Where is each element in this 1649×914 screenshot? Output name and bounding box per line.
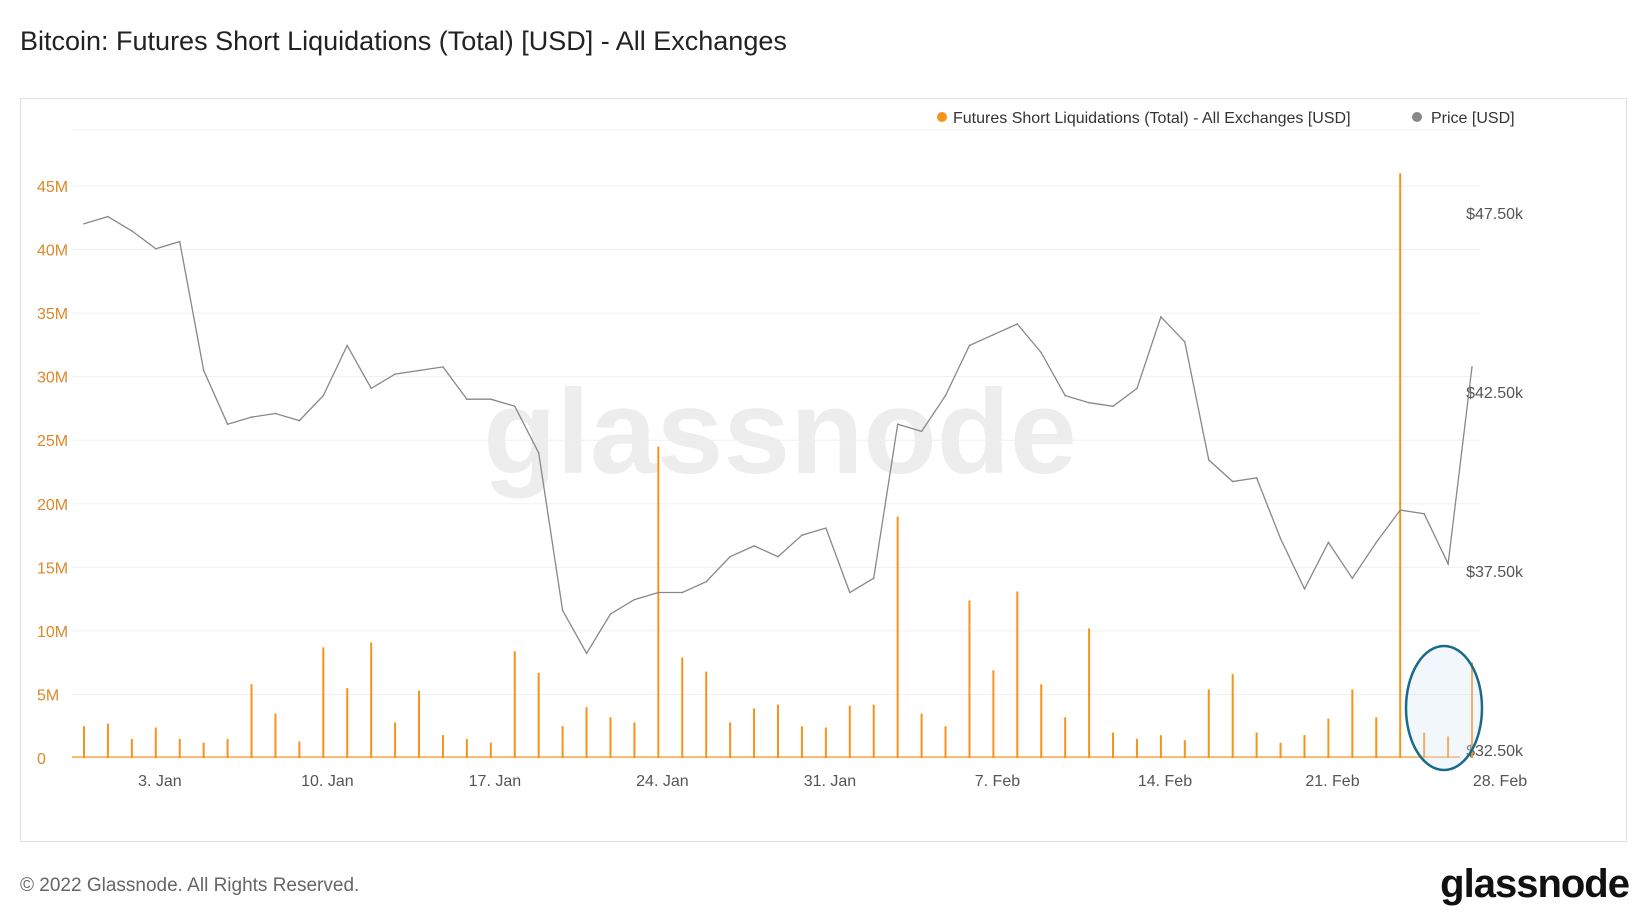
price-point xyxy=(322,394,325,397)
price-point xyxy=(1207,459,1210,461)
price-point xyxy=(1112,405,1114,408)
price-point xyxy=(1016,323,1019,325)
left-axis: 0 5M 10M 15M 20M 25M 30M 35M 40M 45M xyxy=(37,179,68,768)
legend-label-liquidations: Futures Short Liquidations (Total) - All… xyxy=(953,110,1351,127)
price-point xyxy=(370,387,372,390)
price-point xyxy=(633,598,636,601)
price-point xyxy=(753,545,755,547)
copyright-text: © 2022 Glassnode. All Rights Reserved. xyxy=(20,875,360,896)
price-point xyxy=(131,230,133,232)
price-point xyxy=(1040,351,1043,354)
price-point xyxy=(274,412,277,415)
highlight-ellipse xyxy=(1404,644,1484,772)
price-point xyxy=(561,609,564,612)
price-point xyxy=(920,430,923,433)
price-point xyxy=(537,452,540,454)
price-point xyxy=(896,423,899,426)
price-point xyxy=(442,366,444,368)
price-point xyxy=(83,222,85,225)
price-point xyxy=(968,344,971,347)
watermark: glassnode xyxy=(483,365,1077,499)
price-point xyxy=(825,527,827,529)
price-point xyxy=(681,591,684,594)
price-point xyxy=(1160,316,1162,318)
price-point xyxy=(1088,401,1090,404)
price-point xyxy=(107,215,109,218)
right-tick-label: $32.50k xyxy=(1466,743,1524,760)
price-point xyxy=(992,333,995,336)
price-point xyxy=(1255,477,1258,479)
price-point xyxy=(513,405,516,408)
price-point xyxy=(226,423,229,426)
x-tick-label: 10. Jan xyxy=(301,773,353,790)
price-point xyxy=(585,652,588,655)
legend-dot-liquidations xyxy=(937,112,947,122)
chart: glassnode 0 5M 10M 15M 20M 25M 30M 35M 40M 45M $3… xyxy=(37,110,1527,790)
price-point xyxy=(346,344,349,347)
left-tick-label: 10M xyxy=(37,624,68,641)
price-point xyxy=(466,398,468,400)
price-point xyxy=(1351,577,1354,579)
price-point xyxy=(1471,366,1473,368)
price-point xyxy=(1136,387,1138,390)
right-tick-label: $42.50k xyxy=(1466,385,1524,402)
x-tick-label: 7. Feb xyxy=(975,773,1020,790)
price-point xyxy=(1303,588,1306,590)
x-tick-label: 31. Jan xyxy=(804,773,856,790)
price-point xyxy=(1231,480,1234,483)
x-tick-label: 28. Feb xyxy=(1473,773,1527,790)
right-tick-label: $37.50k xyxy=(1466,564,1524,581)
price-point xyxy=(418,369,420,372)
left-tick-label: 20M xyxy=(37,497,68,514)
price-point xyxy=(609,613,612,615)
x-tick-label: 3. Jan xyxy=(138,773,182,790)
x-tick-label: 14. Feb xyxy=(1138,773,1192,790)
chart-title: Bitcoin: Futures Short Liquidations (Tot… xyxy=(20,26,787,56)
price-point xyxy=(657,591,660,594)
x-axis: 3. Jan 10. Jan 17. Jan 24. Jan 31. Jan 7. Feb… xyxy=(138,773,1527,790)
left-tick-label: 45M xyxy=(37,179,68,196)
price-point xyxy=(1327,541,1330,544)
right-tick-label: $47.50k xyxy=(1466,206,1524,223)
price-point xyxy=(1184,341,1186,343)
x-tick-label: 17. Jan xyxy=(469,773,521,790)
liquidations-series xyxy=(72,173,1473,758)
legend-dot-price xyxy=(1412,112,1422,122)
x-tick-label: 21. Feb xyxy=(1305,773,1359,790)
chart-panel xyxy=(20,98,1627,842)
left-tick-label: 30M xyxy=(37,370,68,387)
left-tick-label: 25M xyxy=(37,433,68,450)
price-points xyxy=(83,215,1473,655)
price-point xyxy=(1375,541,1378,544)
price-point xyxy=(1064,394,1066,397)
left-tick-label: 35M xyxy=(37,306,68,323)
price-point xyxy=(705,580,708,583)
price-point xyxy=(848,591,851,594)
price-point xyxy=(298,419,301,422)
legend: Futures Short Liquidations (Total) - All… xyxy=(937,110,1515,127)
price-point xyxy=(944,394,947,397)
price-point xyxy=(394,373,396,375)
price-point xyxy=(872,577,875,579)
price-point xyxy=(202,369,205,372)
price-point xyxy=(1279,537,1282,540)
x-tick-label: 24. Jan xyxy=(636,773,688,790)
price-point xyxy=(729,555,731,558)
price-point xyxy=(801,534,803,536)
left-tick-label: 5M xyxy=(37,687,59,704)
left-tick-label: 0 xyxy=(37,751,46,768)
brand-logo: glassnode xyxy=(1440,862,1630,906)
price-point xyxy=(178,240,181,243)
right-axis: $32.50k $37.50k $42.50k $47.50k xyxy=(1466,206,1524,760)
price-point xyxy=(490,398,492,400)
price-point xyxy=(1399,509,1402,511)
price-point xyxy=(1423,512,1425,515)
price-point xyxy=(777,555,779,558)
price-point xyxy=(1447,563,1449,565)
price-point xyxy=(250,416,253,418)
legend-label-price: Price [USD] xyxy=(1431,110,1515,127)
left-tick-label: 40M xyxy=(37,243,68,260)
left-tick-label: 15M xyxy=(37,560,68,577)
price-point xyxy=(154,248,157,250)
